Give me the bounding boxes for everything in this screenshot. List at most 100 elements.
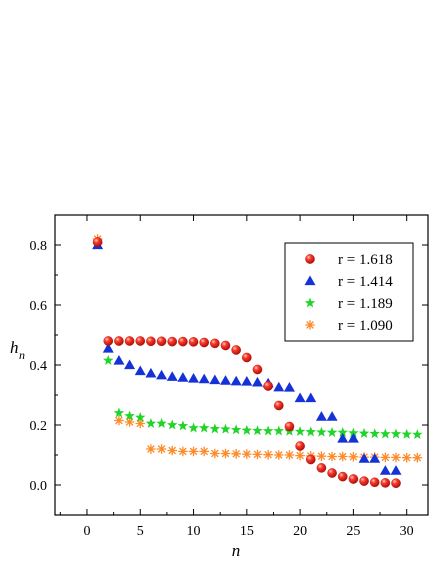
data-point-star — [262, 425, 274, 436]
data-point-triangle — [283, 382, 295, 392]
data-point-triangle — [166, 371, 178, 381]
legend: r = 1.618 r = 1.414 r = 1.189 r = 1.090 — [284, 242, 414, 342]
data-point-asterisk — [114, 415, 124, 426]
data-point-star — [135, 412, 146, 422]
y-tick-label: 0.2 — [30, 419, 48, 434]
data-point-star — [209, 423, 221, 434]
data-point-star — [390, 428, 402, 439]
data-point-triangle — [369, 453, 381, 463]
data-point-star — [124, 410, 135, 421]
data-point-star — [156, 418, 167, 428]
data-point-star — [198, 422, 210, 433]
data-point-triangle — [337, 433, 349, 443]
data-point-star — [220, 423, 231, 434]
data-point-star — [113, 407, 125, 418]
data-point-asterisk — [295, 450, 305, 461]
data-point-sphere — [273, 400, 284, 411]
data-point-asterisk — [156, 444, 167, 454]
data-point-sphere — [295, 441, 305, 451]
data-point-triangle — [347, 433, 359, 443]
data-point-star — [241, 424, 253, 435]
data-point-asterisk — [135, 418, 146, 429]
series-sphere — [92, 237, 401, 489]
data-point-asterisk — [327, 451, 337, 462]
data-point-star — [145, 418, 157, 428]
data-point-triangle — [326, 411, 338, 421]
data-point-star — [358, 427, 370, 438]
y-axis-ticks: 0.0 0.2 0.4 0.6 0.8 — [30, 214, 428, 516]
data-point-sphere — [380, 478, 391, 488]
data-point-sphere — [284, 421, 295, 432]
data-point-asterisk — [242, 449, 252, 459]
data-point-star — [369, 428, 380, 439]
data-point-triangle — [198, 373, 210, 384]
data-point-triangle — [113, 355, 125, 365]
y-tick-label: 0.6 — [30, 299, 48, 314]
data-point-sphere — [327, 468, 337, 478]
data-point-sphere — [167, 336, 178, 347]
x-tick-label: 0 — [83, 524, 90, 539]
data-point-star — [316, 426, 327, 437]
data-point-asterisk — [401, 452, 412, 463]
data-point-asterisk — [348, 452, 359, 462]
data-point-sphere — [146, 336, 156, 347]
data-point-triangle — [145, 367, 157, 378]
data-marks — [92, 234, 423, 489]
data-point-triangle — [294, 392, 306, 403]
data-point-triangle — [379, 465, 391, 475]
data-point-asterisk — [199, 446, 209, 457]
x-tick-label: 30 — [400, 524, 414, 539]
data-point-star — [252, 425, 263, 436]
data-point-triangle — [124, 359, 136, 370]
y-tick-label: 0.8 — [30, 239, 48, 254]
y-tick-label: 0.0 — [30, 479, 48, 494]
data-point-asterisk — [252, 449, 263, 460]
data-point-triangle — [390, 465, 402, 475]
data-point-asterisk — [188, 446, 199, 457]
data-point-star — [326, 427, 338, 437]
data-point-triangle — [102, 343, 114, 353]
data-point-triangle — [241, 376, 253, 386]
data-point-sphere — [220, 340, 231, 351]
data-point-star — [337, 427, 348, 437]
y-tick-label: 0.4 — [30, 359, 48, 374]
data-point-star — [273, 425, 285, 436]
data-point-sphere — [124, 336, 135, 346]
data-point-triangle — [273, 381, 285, 392]
data-point-asterisk — [210, 448, 220, 459]
data-point-asterisk — [412, 452, 423, 463]
x-tick-label: 10 — [187, 524, 201, 539]
data-point-sphere — [348, 474, 359, 484]
data-point-sphere — [305, 454, 316, 465]
legend-label: r = 1.414 — [338, 274, 393, 290]
data-point-star — [401, 428, 412, 439]
data-point-asterisk — [146, 444, 156, 454]
data-point-triangle — [156, 369, 168, 380]
data-point-star — [412, 429, 423, 440]
data-point-sphere — [242, 352, 252, 363]
legend-marker-sphere — [305, 254, 315, 264]
data-point-sphere — [199, 337, 209, 348]
x-axis-ticks: 0 5 10 15 20 25 30 — [59, 215, 414, 539]
y-axis-label-sub: n — [19, 348, 25, 362]
data-point-sphere — [316, 463, 327, 473]
data-point-asterisk — [274, 450, 284, 460]
series-star — [92, 239, 423, 440]
data-point-asterisk — [124, 417, 135, 427]
series-triangle — [92, 239, 402, 475]
data-point-star — [188, 422, 199, 433]
data-point-triangle — [315, 411, 327, 421]
data-point-sphere — [337, 471, 348, 482]
data-point-triangle — [134, 365, 146, 376]
data-point-asterisk — [263, 449, 273, 460]
data-point-asterisk — [380, 452, 391, 463]
data-point-sphere — [103, 336, 114, 346]
data-point-triangle — [230, 375, 242, 386]
data-point-sphere — [252, 364, 263, 375]
legend-marker-star — [304, 297, 316, 308]
data-point-asterisk — [231, 449, 241, 459]
data-point-star — [230, 424, 242, 435]
data-point-asterisk — [337, 451, 348, 462]
y-axis-label-main: h — [10, 338, 19, 357]
